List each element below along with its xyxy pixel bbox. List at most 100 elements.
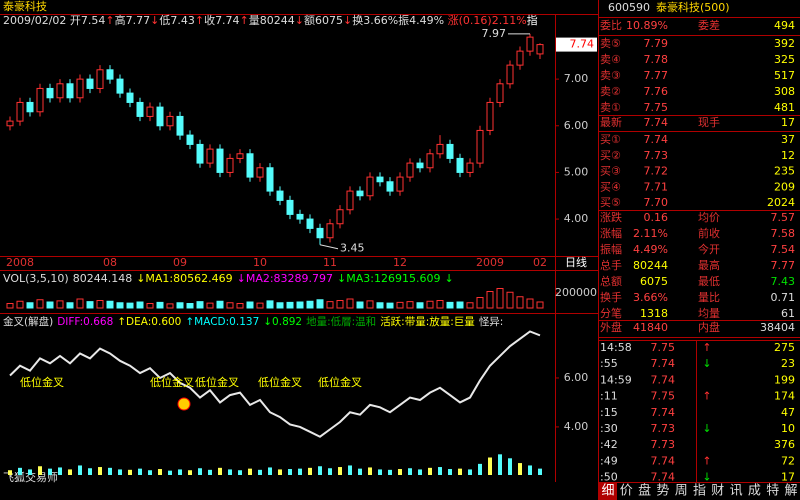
lower-volume-bar [48,468,52,475]
order-label: 买② [600,149,621,162]
quote-value: 38404 [760,321,795,334]
quote-label: 振幅 [600,242,622,256]
lower-volume-bar [468,469,472,475]
lower-volume-bar [448,469,452,475]
candle-body [306,218,314,229]
lower-volume-bar [278,469,282,475]
tab[interactable]: 财 [711,484,724,499]
volume-bar [416,302,424,309]
lower-volume-bar [498,454,502,475]
tab[interactable]: 特 [766,484,779,499]
quote-value: 7.43 [771,275,796,288]
volume-bar [346,298,354,309]
quote-label: 前收 [698,226,720,240]
volume-bar [146,303,154,309]
volume-bar [516,296,524,309]
volume-bar [446,301,454,309]
quote-label: 均价 [698,211,720,224]
x-tick-label: 12 [393,256,407,269]
trade-arrow: ↓ [702,422,711,435]
tab[interactable]: 盘 [638,483,651,499]
candle-body [46,87,54,99]
tab[interactable]: 指 [693,484,706,499]
volume-bar [36,299,44,309]
tab[interactable]: 价 [620,484,633,499]
quote-label: 最新 [600,115,622,129]
quote-value: 494 [774,19,795,32]
lower-volume-bar [518,463,522,475]
volume-bar [136,301,144,309]
stock-title: 泰豪科技 [3,0,47,13]
tab[interactable]: 细 [601,484,614,499]
lower-volume-bar [138,468,142,475]
tab[interactable]: 成 [748,484,761,499]
lower-volume-bar [238,470,242,475]
tab[interactable]: 解 [784,484,797,499]
candle-body [236,153,244,159]
x-tick-label: 2009 [476,256,504,269]
lower-volume-bar [228,469,232,475]
lower-volume-bar [188,470,192,475]
quote-label: 涨跌 [600,210,622,224]
header-item: 低 [159,14,170,27]
candle-body [156,106,164,127]
trade-volume: 72 [781,454,795,467]
volume-bar [186,303,194,309]
candle-body [406,162,414,178]
quote-value: 7.54 [771,243,796,256]
vol-header-item: ↓ [444,272,453,285]
volume-bar [456,301,464,309]
trade-price: 7.74 [651,454,676,467]
lower-volume-bar [408,468,412,475]
header-item: 量 [249,14,260,27]
lower-volume-bar [148,470,152,475]
volume-bar [526,298,534,309]
trade-time: 14:59 [600,373,632,386]
quote-label: 分笔 [600,306,622,320]
volume-bar [466,302,474,309]
lower-volume-bar [178,469,182,475]
volume-bar [426,300,434,309]
trade-volume: 10 [781,422,795,435]
close-line [9,330,541,438]
candle-body [276,190,284,201]
volume-bar [476,297,484,309]
y-tick-label: 6.00 [564,119,589,132]
candle-body [536,44,544,55]
trade-time: :15 [600,406,618,419]
candle-body [466,162,474,173]
candle-body [516,50,524,66]
volume-bar [356,301,364,309]
volume-bar [16,300,24,309]
high-label: 7.97 [482,27,507,40]
lower-volume-bar [98,467,102,475]
y-tick-label: 5.00 [564,165,589,178]
quote-value: 2.11% [633,227,668,240]
lower-volume-bar [248,468,252,475]
tab[interactable]: 势 [656,483,669,499]
quote-value: 0.71 [771,291,796,304]
lower-volume-bar [508,458,512,475]
header-item: 收 [204,13,215,27]
candle-body [96,69,104,89]
vol-header-item: 80244.148 [73,272,133,285]
quote-label: 外盘 [600,320,622,334]
quote-label: 换手 [600,290,622,304]
trade-time: :55 [600,357,618,370]
volume-bar [246,301,254,309]
order-volume: 481 [774,101,795,114]
tab[interactable]: 讯 [730,484,743,499]
quote-label: 现手 [698,115,720,129]
candle-body [416,162,424,169]
trade-volume: 47 [781,406,795,419]
volume-bar [506,291,514,309]
order-label: 卖⑤ [600,37,621,50]
order-price: 7.74 [644,133,669,146]
trade-price: 7.73 [651,422,676,435]
lower-volume-bar [368,467,372,475]
lower-volume-bar [268,467,272,475]
tab[interactable]: 周 [675,484,688,499]
volume-bar [176,302,184,309]
candle-body [26,101,34,113]
trade-volume: 275 [774,341,795,354]
